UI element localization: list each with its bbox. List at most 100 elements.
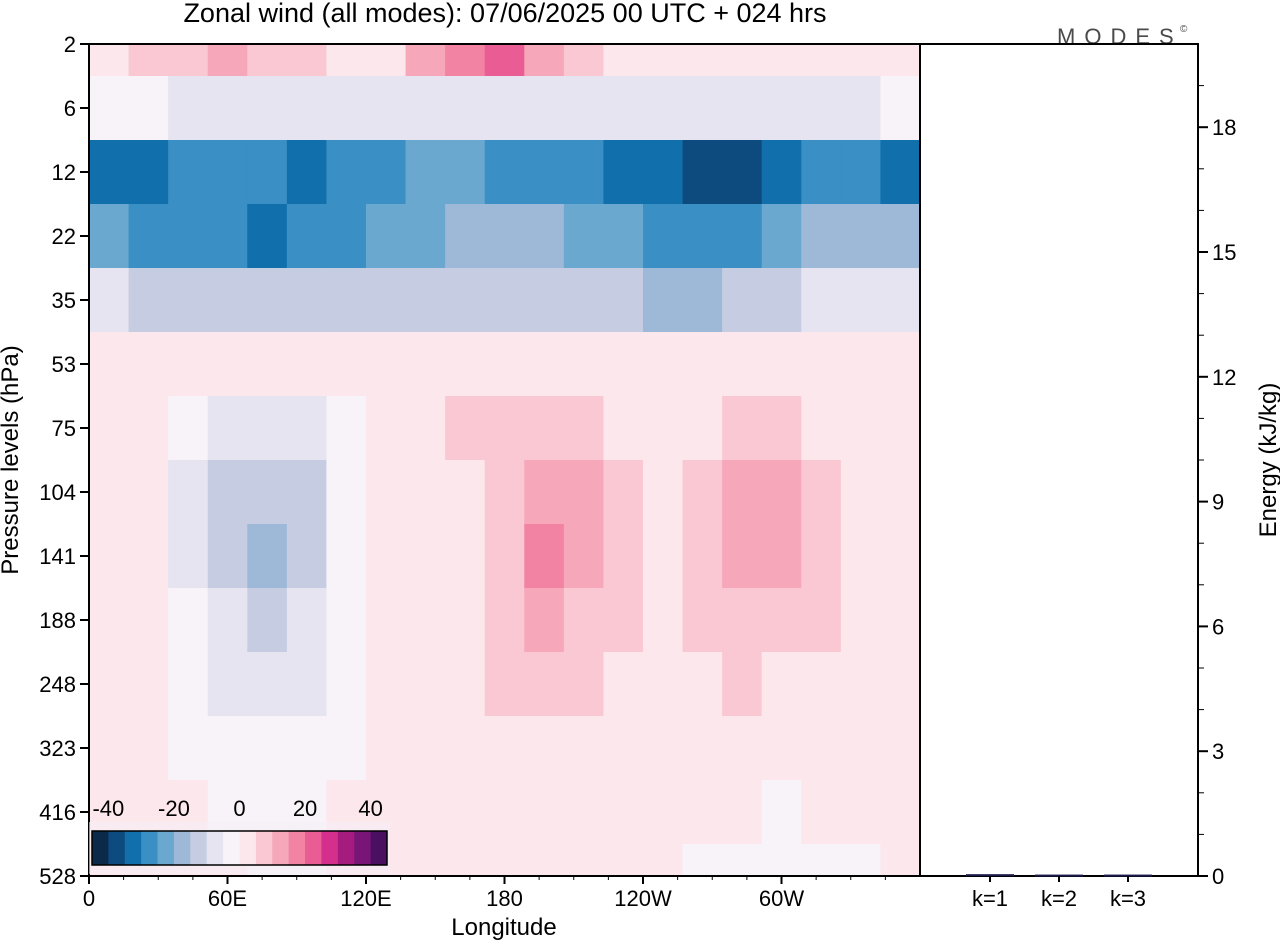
- heatmap-cell: [445, 844, 486, 876]
- heatmap-cell: [524, 332, 565, 397]
- chart-title: Zonal wind (all modes): 07/06/2025 00 UT…: [183, 0, 826, 28]
- heatmap-cell: [603, 396, 644, 461]
- heatmap-cell: [207, 332, 248, 397]
- heatmap-cell: [247, 652, 288, 717]
- heatmap-cell: [89, 268, 130, 333]
- heatmap-cell: [128, 332, 169, 397]
- energy-tick-label: 0: [1212, 864, 1224, 889]
- heatmap-cell: [722, 204, 763, 269]
- heatmap-cell: [524, 268, 565, 333]
- heatmap-cell: [286, 588, 328, 653]
- heatmap-cell: [801, 652, 842, 717]
- colorbar-swatch: [354, 831, 372, 865]
- heatmap-cell: [524, 396, 565, 461]
- heatmap-cell: [207, 268, 248, 333]
- heatmap-cell: [563, 460, 605, 525]
- heatmap-cell: [89, 396, 130, 461]
- heatmap-cell: [801, 524, 842, 589]
- y-tick-label: 75: [52, 416, 76, 441]
- heatmap-cell: [682, 780, 723, 845]
- heatmap-cell: [405, 652, 446, 717]
- colorbar-swatch: [272, 831, 290, 865]
- heatmap-cell: [563, 844, 605, 876]
- heatmap-cell: [89, 76, 130, 141]
- colorbar-label: 40: [358, 796, 382, 821]
- energy-bar: [1104, 874, 1152, 877]
- heatmap-cell: [880, 780, 920, 845]
- heatmap-cell: [286, 396, 328, 461]
- heatmap-cell: [801, 140, 842, 205]
- heatmap-cell: [801, 332, 842, 397]
- energy-tick-label: 15: [1212, 240, 1236, 265]
- heatmap-cell: [524, 780, 565, 845]
- heatmap-cell: [761, 588, 802, 653]
- heatmap-cell: [366, 76, 407, 141]
- heatmap-cell: [801, 588, 842, 653]
- heatmap-cell: [761, 76, 802, 141]
- heatmap-cell: [247, 268, 288, 333]
- y-tick-label: 6: [64, 96, 76, 121]
- y-tick-label: 35: [52, 288, 76, 313]
- heatmap-cell: [445, 44, 486, 77]
- heatmap-cell: [563, 140, 605, 205]
- heatmap-cell: [326, 716, 367, 781]
- heatmap-cell: [326, 76, 367, 141]
- energy-tick-label: 3: [1212, 739, 1224, 764]
- heatmap-cell: [880, 524, 920, 589]
- heatmap-cell: [405, 44, 446, 77]
- heatmap-cell: [682, 204, 723, 269]
- heatmap-cell: [643, 652, 684, 717]
- heatmap-cell: [563, 268, 605, 333]
- heatmap-cell: [366, 204, 407, 269]
- heatmap-cell: [326, 460, 367, 525]
- heatmap-cell: [168, 76, 209, 141]
- heatmap-cell: [247, 588, 288, 653]
- heatmap-cell: [89, 140, 130, 205]
- heatmap-cell: [326, 140, 367, 205]
- x-tick-label: 120E: [340, 886, 391, 911]
- heatmap-cell: [801, 396, 842, 461]
- colorbar-swatch: [173, 831, 191, 865]
- heatmap-cell: [840, 652, 882, 717]
- heatmap-cell: [445, 332, 486, 397]
- heatmap-cell: [286, 268, 328, 333]
- y-tick-label: 248: [39, 672, 76, 697]
- heatmap-cell: [643, 524, 684, 589]
- heatmap-cell: [445, 524, 486, 589]
- heatmap-cell: [563, 716, 605, 781]
- heatmap-cell: [840, 588, 882, 653]
- x-tick-label: 60E: [208, 886, 247, 911]
- longitude-axis: 0 60E 120E 180 120W 60W: [83, 876, 886, 911]
- heatmap-cell: [840, 268, 882, 333]
- colorbar-label: -20: [158, 796, 190, 821]
- heatmap-cell: [643, 396, 684, 461]
- heatmap-cell: [168, 460, 209, 525]
- heatmap-cell: [484, 716, 525, 781]
- heatmap-cell: [207, 76, 248, 141]
- energy-bar: [966, 874, 1014, 877]
- energy-category-label: k=1: [972, 886, 1008, 911]
- heatmap-cell: [445, 268, 486, 333]
- y-tick-label: 104: [39, 480, 76, 505]
- colorbar-swatch: [223, 831, 240, 865]
- heatmap-cell: [128, 588, 169, 653]
- heatmap-cell: [89, 332, 130, 397]
- heatmap-cell: [840, 524, 882, 589]
- heatmap-cell: [326, 44, 367, 77]
- heatmap-cell: [682, 844, 723, 876]
- heatmap-cell: [366, 716, 407, 781]
- heatmap-cell: [247, 460, 288, 525]
- heatmap-cell: [405, 204, 446, 269]
- heatmap-cell: [761, 844, 802, 876]
- heatmap-cell: [603, 140, 644, 205]
- heatmap-cell: [89, 460, 130, 525]
- heatmap-cell: [603, 204, 644, 269]
- heatmap-cell: [484, 780, 525, 845]
- heatmap-cell: [484, 44, 525, 77]
- heatmap-cell: [207, 716, 248, 781]
- heatmap-cell: [524, 44, 565, 77]
- heatmap-cell: [880, 268, 920, 333]
- heatmap-cell: [524, 76, 565, 141]
- heatmap-cell: [128, 716, 169, 781]
- heatmap-cell: [247, 76, 288, 141]
